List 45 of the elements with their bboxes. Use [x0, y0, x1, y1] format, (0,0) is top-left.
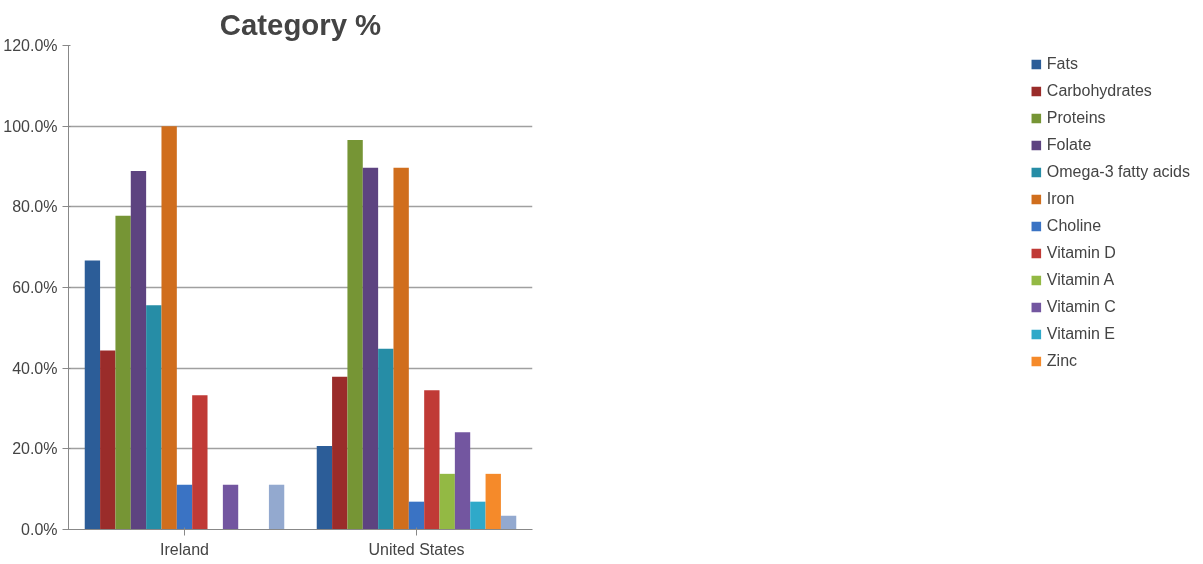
legend-label: Vitamin D [1046, 244, 1116, 262]
bar [378, 348, 394, 530]
legend-label: Vitamin A [1046, 271, 1115, 289]
bar [115, 215, 131, 530]
bar [146, 305, 162, 530]
bar [454, 432, 471, 530]
y-tick-label: 120.0% [3, 37, 58, 54]
y-tick-label: 80.0% [12, 198, 58, 216]
y-tick-label: 0.0% [21, 521, 58, 538]
bar [316, 446, 333, 530]
bar [84, 260, 101, 530]
bar [176, 484, 193, 530]
y-tick-label: 100.0% [3, 117, 58, 135]
bar [500, 515, 517, 530]
bar [130, 170, 147, 530]
legend-label: Zinc [1046, 352, 1078, 370]
bar [161, 126, 177, 530]
bar [332, 376, 348, 530]
bar [439, 473, 455, 530]
x-tick-label: Ireland [160, 540, 209, 558]
y-tick-label: 60.0% [12, 279, 58, 296]
bar [470, 501, 486, 530]
legend-label: Folate [1046, 136, 1092, 154]
legend-label: Fats [1046, 55, 1078, 73]
y-tick-label: 40.0% [12, 359, 58, 377]
legend-label: Carbohydrates [1046, 82, 1152, 100]
legend-label: Omega-3 fatty acids [1046, 163, 1190, 181]
bar [408, 501, 425, 530]
bar [222, 484, 239, 530]
x-tick-label: United States [368, 540, 465, 558]
legend-label: Choline [1046, 217, 1102, 235]
bar [347, 139, 363, 530]
chart-title: Category % [219, 7, 382, 41]
bar [362, 167, 379, 530]
y-tick-label: 20.0% [12, 440, 58, 458]
bar [100, 350, 116, 530]
bar [192, 395, 208, 530]
legend-label: Vitamin E [1046, 325, 1116, 343]
bar [424, 390, 440, 530]
bar [485, 473, 501, 530]
bar [268, 484, 285, 530]
legend-label: Proteins [1046, 109, 1106, 127]
legend-label: Iron [1046, 190, 1075, 208]
bar [393, 167, 409, 530]
legend-label: Vitamin C [1046, 298, 1116, 316]
